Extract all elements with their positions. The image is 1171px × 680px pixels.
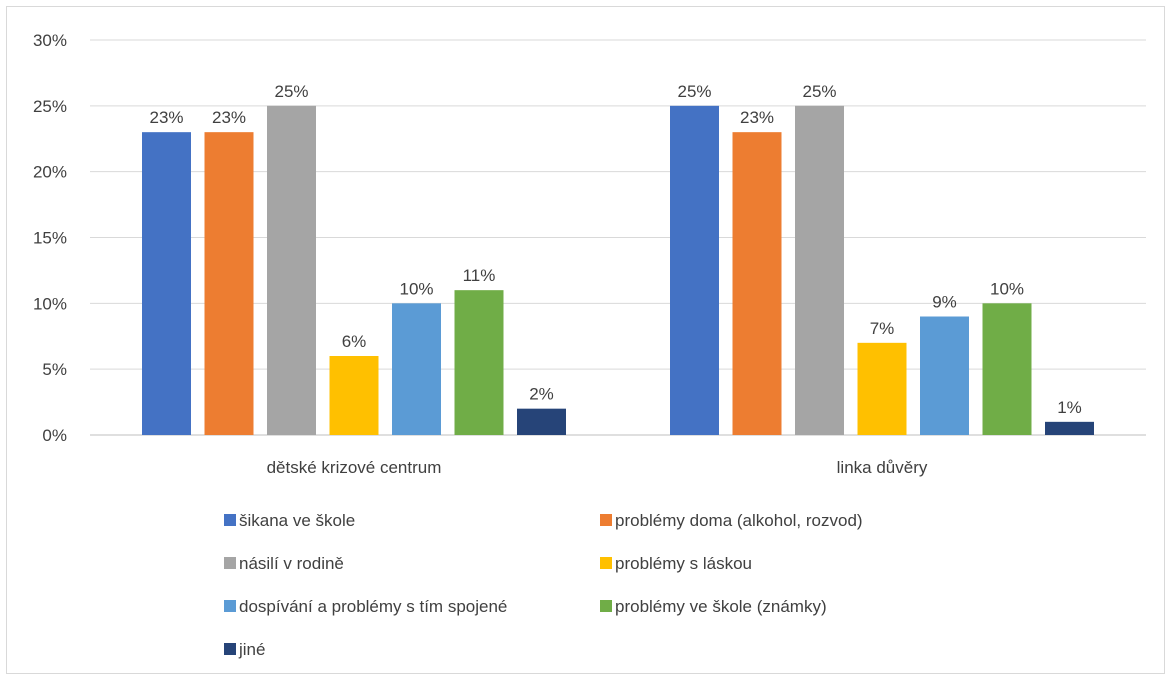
y-tick-label: 30% <box>33 31 67 50</box>
x-tick-label: dětské krizové centrum <box>267 458 442 477</box>
bar <box>732 132 782 435</box>
data-label: 25% <box>802 82 836 101</box>
bar <box>920 316 969 435</box>
data-label: 2% <box>529 385 554 404</box>
bar <box>857 342 907 435</box>
legend-swatch <box>224 643 236 655</box>
bar <box>329 356 379 435</box>
legend-item: problémy ve škole (známky) <box>600 597 827 616</box>
bar <box>392 303 441 435</box>
category-labels: dětské krizové centrum linka důvěry <box>267 458 928 477</box>
legend-swatch <box>600 514 612 526</box>
y-tick-label: 10% <box>33 294 67 313</box>
y-tick-label: 15% <box>33 229 67 248</box>
data-label: 10% <box>399 279 433 298</box>
data-label: 1% <box>1057 398 1082 417</box>
legend-swatch <box>224 557 236 569</box>
data-label: 23% <box>212 108 246 127</box>
y-axis-ticks: 0% 5% 10% 15% 20% 25% 30% <box>33 31 67 445</box>
data-label: 11% <box>463 266 496 285</box>
bars <box>142 105 1094 435</box>
x-tick-label: linka důvěry <box>837 458 928 477</box>
chart-frame: 0% 5% 10% 15% 20% 25% 30% 23% 23% 25% 6% 10% 11% 2% 2… <box>6 6 1165 674</box>
data-label: 25% <box>677 82 711 101</box>
y-tick-label: 0% <box>42 426 67 445</box>
y-tick-label: 20% <box>33 163 67 182</box>
bar <box>517 408 566 435</box>
legend: šikana ve škole problémy doma (alkohol, r… <box>224 511 863 659</box>
legend-item: problémy s láskou <box>600 554 752 573</box>
bar <box>454 290 504 435</box>
bar <box>670 105 719 435</box>
data-label: 9% <box>932 293 957 312</box>
legend-swatch <box>224 600 236 612</box>
bar <box>1045 421 1094 435</box>
legend-item: násilí v rodině <box>224 554 344 573</box>
data-label: 10% <box>990 279 1024 298</box>
legend-label: šikana ve škole <box>239 511 355 530</box>
data-label: 7% <box>870 319 895 338</box>
legend-item: dospívání a problémy s tím spojené <box>224 597 507 616</box>
legend-swatch <box>224 514 236 526</box>
legend-label: problémy s láskou <box>615 554 752 573</box>
legend-label: násilí v rodině <box>239 554 344 573</box>
legend-label: dospívání a problémy s tím spojené <box>239 597 507 616</box>
gridlines <box>90 39 1146 436</box>
bar <box>795 105 844 435</box>
legend-swatch <box>600 557 612 569</box>
y-tick-label: 5% <box>42 360 67 379</box>
legend-item: jiné <box>224 640 265 659</box>
legend-item: problémy doma (alkohol, rozvod) <box>600 511 863 530</box>
bar <box>204 132 254 435</box>
bar <box>982 303 1032 435</box>
data-label: 23% <box>740 108 774 127</box>
data-label: 25% <box>274 82 308 101</box>
bar-chart: 0%5%10%15%20%25%30% 23% 23%25%6%10%11%2%2… <box>33 31 1146 659</box>
data-label: 6% <box>342 332 367 351</box>
y-tick-label: 25% <box>33 97 67 116</box>
bar <box>142 132 191 435</box>
legend-label: problémy doma (alkohol, rozvod) <box>615 511 863 530</box>
legend-label: jiné <box>238 640 265 659</box>
legend-label: problémy ve škole (známky) <box>615 597 827 616</box>
data-label: 23% <box>149 108 183 127</box>
legend-swatch <box>600 600 612 612</box>
legend-item: šikana ve škole <box>224 511 355 530</box>
data-labels: 23% 23% 25% 6% 10% 11% 2% 25% 23% 25% 7% 9% 10% 1% <box>149 82 1081 417</box>
bar <box>267 105 316 435</box>
